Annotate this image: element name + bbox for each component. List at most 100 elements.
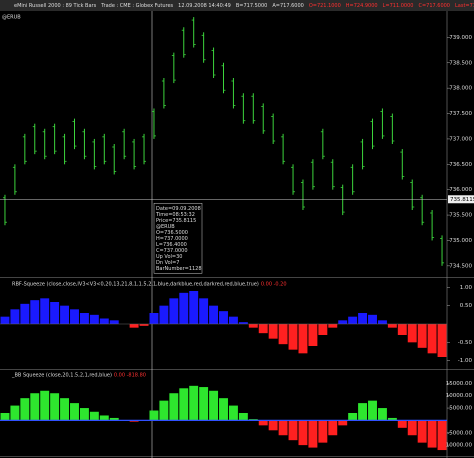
y-tick-label: -5000.00 xyxy=(447,430,472,436)
histogram-bar xyxy=(199,387,209,421)
toolbar-item[interactable]: O=721.1000 xyxy=(308,2,341,9)
indicator-title: RBF-Squeeze (close,close,IV3<V3<0,20,13,… xyxy=(12,282,259,288)
histogram-bar xyxy=(89,411,99,421)
toolbar-item[interactable]: 12.09.2008 14:40:49 xyxy=(178,2,231,9)
y-tick-label: 739.000 xyxy=(449,35,472,41)
indicator-readout: 0.00 -0.20 xyxy=(261,282,287,288)
histogram-bar xyxy=(377,320,387,324)
y-tick-label: 735.000 xyxy=(449,238,472,244)
toolbar-item[interactable]: Trade : CME : Globex Futures xyxy=(101,2,174,9)
tooltip-line: O=736.5000 xyxy=(156,230,188,236)
histogram-bar xyxy=(79,313,89,324)
histogram-bar xyxy=(109,417,119,421)
histogram-bar xyxy=(129,324,139,328)
y-tick-label: 737.000 xyxy=(449,136,472,142)
histogram-bar xyxy=(377,408,387,421)
histogram-bar xyxy=(129,420,139,422)
histogram-bar xyxy=(238,322,248,324)
histogram-bar xyxy=(228,316,238,324)
y-tick-label: -0.50 xyxy=(458,340,473,346)
histogram-bar xyxy=(387,324,397,328)
histogram-bar xyxy=(368,400,377,421)
histogram-bar xyxy=(169,393,179,421)
histogram-bar xyxy=(358,313,368,324)
histogram-bar xyxy=(318,420,328,443)
y-tick-label: 738.000 xyxy=(449,86,472,92)
histogram-bar xyxy=(89,314,99,324)
histogram-bar xyxy=(50,393,60,421)
tooltip-line: L=736.4000 xyxy=(156,242,187,248)
histogram-bar xyxy=(70,309,79,324)
histogram-bar xyxy=(238,413,248,421)
histogram-bar xyxy=(179,292,189,324)
histogram-bar xyxy=(348,413,358,421)
histogram-bar xyxy=(99,415,109,421)
histogram-bar xyxy=(219,398,228,421)
histogram-bar xyxy=(268,420,278,431)
histogram-bar xyxy=(189,291,199,324)
toolbar-item[interactable]: H=724.9000 xyxy=(345,2,378,9)
histogram-bar xyxy=(60,305,70,324)
indicator-title: _BB Squeeze (close,20,1.5,2,1,red,blue) xyxy=(11,373,112,379)
y-tick-label: 0.50 xyxy=(460,303,473,309)
toolbar-item[interactable]: Last=717.6000 xyxy=(455,2,474,9)
y-tick-label: 10000.00 xyxy=(446,393,473,399)
toolbar-item[interactable]: eMini Russell 2000 : 89 Tick Bars xyxy=(14,2,97,9)
y-tick-label: 737.500 xyxy=(449,111,472,117)
y-tick-label: 736.000 xyxy=(449,187,472,193)
histogram-bar xyxy=(60,398,70,421)
histogram-bar xyxy=(417,324,427,348)
y-tick-label: 1.00 xyxy=(460,285,473,291)
histogram-bar xyxy=(397,324,407,335)
tooltip-line: BarNumber=1128 xyxy=(156,266,202,272)
histogram-bar xyxy=(258,324,268,334)
toolbar-item[interactable]: C=717.6000 xyxy=(418,2,450,9)
histogram-bar xyxy=(40,298,50,324)
histogram-bar xyxy=(10,309,20,324)
histogram-bar xyxy=(209,305,219,324)
y-tick-label: 736.500 xyxy=(449,162,472,168)
histogram-bar xyxy=(189,385,199,421)
tooltip-line: Price=735.8115 xyxy=(156,218,196,224)
histogram-bar xyxy=(358,403,368,421)
histogram-bar xyxy=(179,388,189,421)
tooltip-line: @ERUB xyxy=(156,224,175,230)
histogram-bar xyxy=(70,403,79,421)
histogram-bar xyxy=(407,420,417,436)
histogram-bar xyxy=(50,302,60,324)
y-tick-label: -10000.00 xyxy=(444,443,473,449)
histogram-bar xyxy=(268,324,278,339)
histogram-bar xyxy=(139,324,149,326)
toolbar-item[interactable]: B=717.5000 xyxy=(235,2,268,9)
histogram-bar xyxy=(308,324,318,346)
y-tick-label: 735.500 xyxy=(449,213,472,219)
y-tick-label: 5000.00 xyxy=(449,406,472,412)
histogram-bar xyxy=(288,324,298,350)
histogram-bar xyxy=(298,324,308,354)
histogram-bar xyxy=(228,405,238,421)
histogram-bar xyxy=(149,313,159,324)
histogram-bar xyxy=(427,324,437,354)
histogram-bar xyxy=(368,314,377,324)
histogram-bar xyxy=(278,324,288,345)
y-tick-label: 734.500 xyxy=(449,263,472,269)
histogram-bar xyxy=(278,420,288,436)
histogram-bar xyxy=(30,393,40,421)
toolbar-item[interactable]: L=711.0000 xyxy=(382,2,414,9)
tooltip-line: Up Vol=30 xyxy=(156,254,182,260)
histogram-bar xyxy=(99,318,109,324)
toolbar-item[interactable]: A=717.6000 xyxy=(272,2,304,9)
histogram-bar xyxy=(0,413,10,421)
histogram-bar xyxy=(348,316,358,324)
tooltip-line: H=737.0000 xyxy=(156,236,188,242)
histogram-bar xyxy=(407,324,417,343)
histogram-bar xyxy=(159,305,169,324)
tooltip-line: Time=08:53:32 xyxy=(155,212,195,218)
histogram-bar xyxy=(248,324,258,328)
histogram-bar xyxy=(258,420,268,426)
histogram-bar xyxy=(437,324,447,357)
histogram-bar xyxy=(20,398,30,421)
histogram-bar xyxy=(79,408,89,421)
